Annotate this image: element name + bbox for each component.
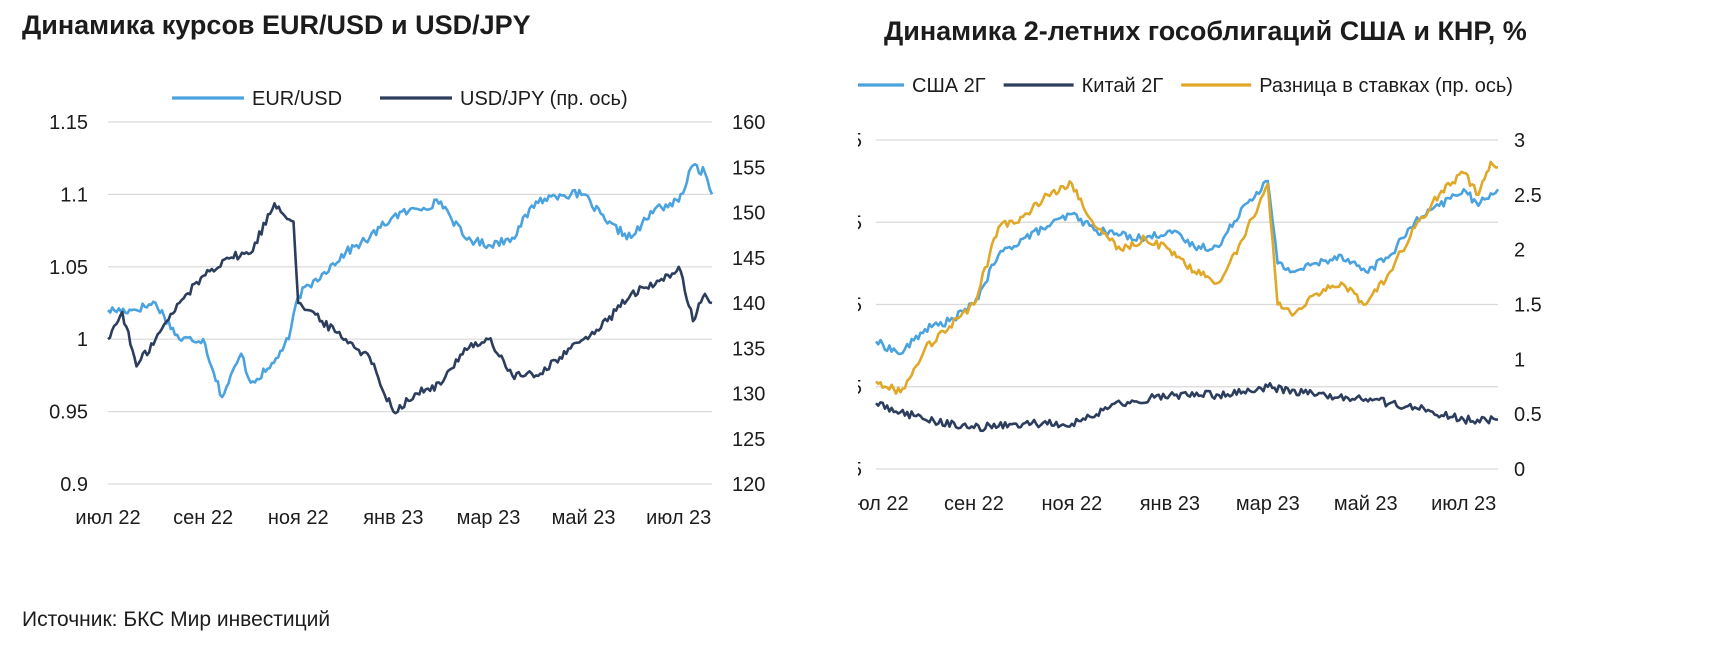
y-right-tick-label: 140 [732,293,765,315]
y-right-tick-label: 2 [1514,240,1525,262]
series-line-0 [874,179,1500,356]
series-line-1 [107,202,713,415]
y-left-tick-label: 1 [77,329,88,351]
y-right-tick-label: 0 [1514,459,1525,481]
chart-title-left: Динамика курсов EUR/USD и USD/JPY [22,10,531,40]
x-tick-label: май 23 [1334,493,1398,515]
y-right-tick-label: 145 [732,248,765,270]
legend-label: EUR/USD [252,88,342,110]
y-right-tick-label: 155 [732,157,765,179]
y-right-tick-label: 3 [1514,130,1525,152]
legend-label: Разница в ставках (пр. ось) [1259,75,1513,97]
x-tick-label: ноя 22 [268,507,329,529]
y-right-tick-label: 120 [732,474,765,496]
series-line-1 [875,382,1499,433]
y-left-tick-label: 0.9 [60,474,88,496]
x-tick-label: мар 23 [457,507,521,529]
legend-label: США 2Г [912,75,986,97]
x-tick-label: июл 23 [1431,493,1496,515]
x-tick-label: янв 23 [1140,493,1200,515]
series-line-0 [107,163,714,399]
y-right-tick-label: 125 [732,429,765,451]
legend-label: Китай 2Г [1082,75,1164,97]
series-line-2 [875,160,1498,395]
chart-left: 0.9 0.95 1 1.05 1.1 1.15 120 125 130 135 140 145 150… [49,88,765,529]
source-note: Источник: БКС Мир инвестиций [22,608,331,631]
y-right-tick-label: 1.5 [1514,295,1542,317]
y-left-tick-label: 1.5 [858,459,862,481]
y-right-tick-label: 150 [732,203,765,225]
y-right-tick-label: 135 [732,338,765,360]
x-tick-label: ноя 22 [1041,493,1102,515]
x-tick-label: июл 22 [858,493,909,515]
y-left-tick-label: 4.5 [858,212,862,234]
y-left-tick-label: 1.1 [60,184,88,206]
y-right-tick-label: 1 [1514,349,1525,371]
x-tick-label: сен 22 [944,493,1004,515]
y-right-tick-label: 160 [732,112,765,134]
x-tick-label: янв 23 [363,507,423,529]
y-left-tick-label: 5.5 [858,130,862,152]
chart-title-right: Динамика 2-летних гособлигаций США и КНР… [884,16,1527,46]
x-tick-label: июл 23 [646,507,711,529]
y-right-tick-label: 2.5 [1514,185,1542,207]
x-tick-label: май 23 [552,507,616,529]
y-left-tick-label: 0.95 [49,402,88,424]
chart-right: 1.5 2.5 3.5 4.5 5.5 0 0.5 1 1.5 2 2.5 3 июл 22 сен 22… [858,75,1542,515]
x-tick-label: сен 22 [173,507,233,529]
x-tick-label: мар 23 [1236,493,1300,515]
y-right-tick-label: 0.5 [1514,404,1542,426]
x-tick-label: июл 22 [75,507,140,529]
y-right-tick-label: 130 [732,384,765,406]
y-left-tick-label: 2.5 [858,377,862,399]
legend-label: USD/JPY (пр. ось) [460,88,628,110]
y-left-tick-label: 1.05 [49,257,88,279]
y-left-tick-label: 3.5 [858,295,862,317]
y-left-tick-label: 1.15 [49,112,88,134]
